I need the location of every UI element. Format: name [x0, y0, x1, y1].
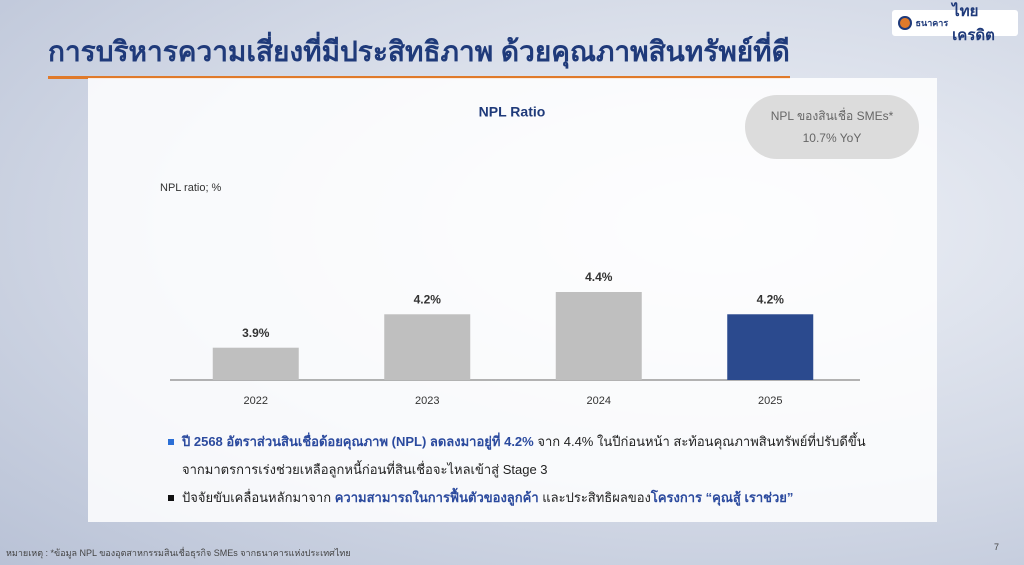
bar — [212, 347, 299, 380]
value-label: 3.9% — [242, 326, 270, 340]
logo: ธนาคาร ไทยเครดิต — [892, 3, 1018, 44]
x-tick-label: 2022 — [244, 395, 268, 407]
logo-main: ไทยเครดิต — [952, 3, 995, 44]
bullets: ปี 2568 อัตราส่วนสินเชื่อด้อยคุณภาพ (NPL… — [168, 428, 888, 512]
chart-title: NPL Ratio — [479, 104, 546, 120]
highlight: โครงการ “คุณสู้ เราช่วย” — [650, 490, 794, 505]
callout-line: 10.7% YoY — [802, 131, 862, 145]
highlight: ความสามารถในการฟื้นตัวของลูกค้า — [334, 490, 539, 505]
footnote: หมายเหตุ : *ข้อมูล NPL ของอุตสาหกรรมสินเ… — [6, 548, 351, 558]
callout: NPL ของสินเชื่อ SMEs* 10.7% YoY — [745, 95, 919, 159]
x-tick-label: 2024 — [587, 395, 611, 407]
value-label: 4.4% — [585, 270, 613, 284]
text: จาก 4.4% ในปีก่อนหน้า สะท้อนคุณภาพสินทรั… — [182, 434, 866, 477]
highlight: ปี 2568 อัตราส่วนสินเชื่อด้อยคุณภาพ (NPL… — [182, 434, 534, 449]
logo-small: ธนาคาร — [915, 18, 949, 28]
page-number: 7 — [994, 542, 1000, 552]
x-tick-label: 2023 — [415, 395, 439, 407]
x-tick-label: 2025 — [758, 395, 782, 407]
slide-title: การบริหารความเสี่ยงที่มีประสิทธิภาพ ด้วย… — [48, 30, 790, 79]
bar — [727, 314, 814, 380]
bullet: ปัจจัยขับเคลื่อนหลักมาจาก ความสามารถในกา… — [168, 484, 888, 512]
value-label: 4.2% — [414, 292, 442, 306]
value-label: 4.2% — [757, 292, 785, 306]
bar — [384, 314, 471, 380]
bullet: ปี 2568 อัตราส่วนสินเชื่อด้อยคุณภาพ (NPL… — [168, 428, 888, 484]
text: ปัจจัยขับเคลื่อนหลักมาจาก — [182, 490, 335, 505]
y-axis-label: NPL ratio; % — [160, 182, 222, 194]
text: และประสิทธิผลของ — [538, 490, 651, 505]
callout-line: NPL ของสินเชื่อ SMEs* — [770, 109, 894, 123]
bar — [555, 292, 642, 380]
